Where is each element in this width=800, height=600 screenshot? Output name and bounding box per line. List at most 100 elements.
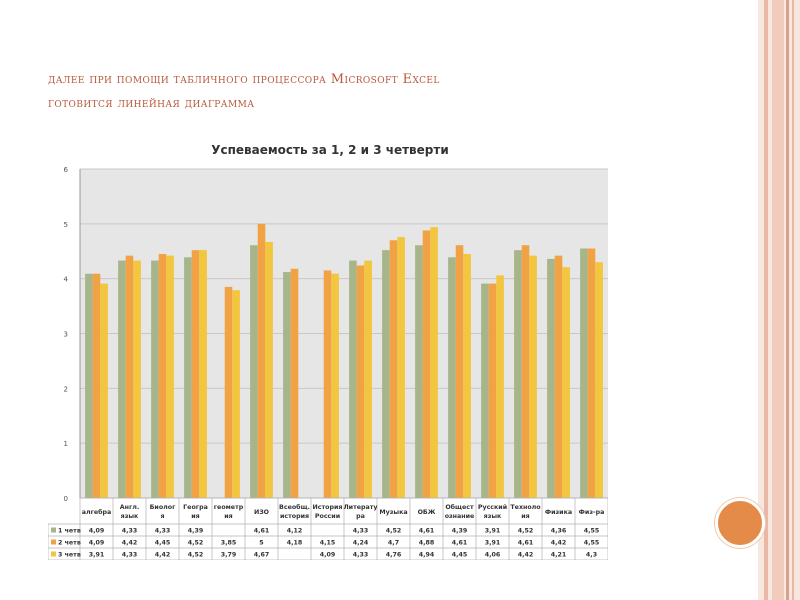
category-label: я — [160, 513, 164, 520]
category-label: язык — [484, 513, 502, 520]
bar — [283, 272, 291, 498]
bar — [422, 230, 431, 498]
data-value-label: 4,12 — [287, 528, 303, 535]
bar — [323, 270, 332, 498]
category-label: язык — [121, 513, 139, 520]
chart-title: Успеваемость за 1, 2 и 3 четверти — [211, 143, 449, 157]
bar — [382, 250, 390, 498]
bar — [595, 262, 603, 498]
data-value-label: 4,21 — [551, 552, 567, 559]
data-value-label: 4,52 — [188, 540, 204, 547]
category-label: Физ-ра — [579, 509, 605, 516]
bar — [562, 267, 570, 498]
bar — [100, 283, 108, 498]
data-value-label: 4,24 — [353, 540, 369, 547]
category-label: История — [313, 504, 343, 511]
slide-heading-line-1: далее при помощи табличного процессора M… — [48, 72, 440, 87]
y-tick-label: 3 — [64, 331, 68, 339]
data-value-label: 4,61 — [254, 528, 270, 535]
bar — [92, 273, 101, 498]
bar — [389, 240, 398, 498]
bar — [547, 258, 555, 498]
bar — [554, 255, 563, 498]
category-label: Русский — [478, 503, 507, 511]
bar — [125, 255, 134, 498]
y-tick-label: 0 — [64, 495, 68, 503]
data-value-label: 5 — [259, 540, 263, 547]
category-label: Физика — [545, 509, 572, 516]
bar — [349, 260, 357, 498]
bar — [265, 241, 273, 498]
y-tick-label: 5 — [64, 221, 68, 229]
data-value-label: 4,55 — [584, 540, 600, 547]
bar — [133, 260, 141, 498]
data-value-label: 4,15 — [320, 540, 336, 547]
data-table: алгебра Англ. язык Биолог я Геогра ия геометр ия… — [48, 497, 608, 560]
data-value-label: 4,09 — [320, 552, 336, 559]
data-value-label: 4,36 — [551, 528, 567, 535]
data-value-label: 4,7 — [388, 540, 399, 547]
category-label: история — [280, 513, 309, 520]
data-value-label: 4,45 — [155, 540, 171, 547]
category-label: ИЗО — [254, 509, 270, 516]
bar — [448, 257, 456, 498]
bar — [191, 250, 200, 498]
decor-stripe — [792, 0, 794, 600]
category-label: Всеобщ. — [279, 503, 310, 511]
data-value-label: 4,61 — [452, 540, 468, 547]
data-value-label: 4,33 — [353, 528, 369, 535]
bar — [151, 260, 159, 498]
bar — [331, 273, 339, 498]
data-value-label: 4,33 — [155, 528, 171, 535]
category-label: ия — [191, 513, 199, 520]
y-tick-label: 4 — [64, 276, 69, 284]
data-value-label: 3,91 — [485, 528, 501, 535]
data-value-label: 4,06 — [485, 552, 501, 559]
data-value-label: 4,52 — [386, 528, 402, 535]
bar — [580, 248, 588, 498]
bar — [430, 227, 438, 498]
data-value-label: 4,94 — [419, 552, 435, 559]
decor-stripe — [786, 0, 789, 600]
decor-stripe — [764, 0, 768, 600]
category-label: Геогра — [183, 504, 208, 511]
bar — [257, 223, 266, 498]
category-label: геометр — [214, 504, 244, 511]
category-label: ия — [521, 513, 529, 520]
bar — [455, 245, 464, 498]
bar — [521, 245, 530, 498]
data-value-label: 4,45 — [452, 552, 468, 559]
category-label: ия — [224, 513, 232, 520]
bar — [496, 275, 504, 498]
bar — [356, 265, 365, 498]
y-tick-label: 6 — [64, 166, 69, 174]
slide-heading: далее при помощи табличного процессора M… — [48, 68, 648, 116]
y-tick-label: 2 — [64, 385, 68, 393]
data-value-label: 4,33 — [122, 552, 138, 559]
bar — [587, 248, 596, 498]
bar — [514, 250, 522, 498]
category-label: ознание — [445, 513, 475, 520]
data-value-label: 4,39 — [188, 528, 204, 535]
data-value-label: 4,42 — [551, 540, 567, 547]
category-label: России — [315, 513, 340, 520]
data-value-label: 3,79 — [221, 552, 237, 559]
bar — [364, 260, 372, 498]
data-value-label: 4,52 — [188, 552, 204, 559]
data-value-label: 4,39 — [452, 528, 468, 535]
bar — [224, 286, 233, 498]
bar — [488, 283, 497, 498]
data-value-label: 4,09 — [89, 540, 105, 547]
category-label: Общест — [445, 503, 474, 511]
data-value-label: 3,91 — [485, 540, 501, 547]
category-label: алгебра — [82, 508, 112, 516]
data-value-label: 4,67 — [254, 552, 270, 559]
bar — [250, 245, 258, 498]
slide-heading-line-2: готовится линейная диаграмма — [48, 96, 255, 111]
performance-chart: Успеваемость за 1, 2 и 3 четверти 0 1 2 3 4 5… — [48, 134, 608, 560]
category-label: Литерату — [343, 504, 377, 511]
data-value-label: 4,76 — [386, 552, 402, 559]
bar — [85, 273, 93, 498]
bar — [415, 245, 423, 498]
data-value-label: 4,33 — [122, 528, 138, 535]
